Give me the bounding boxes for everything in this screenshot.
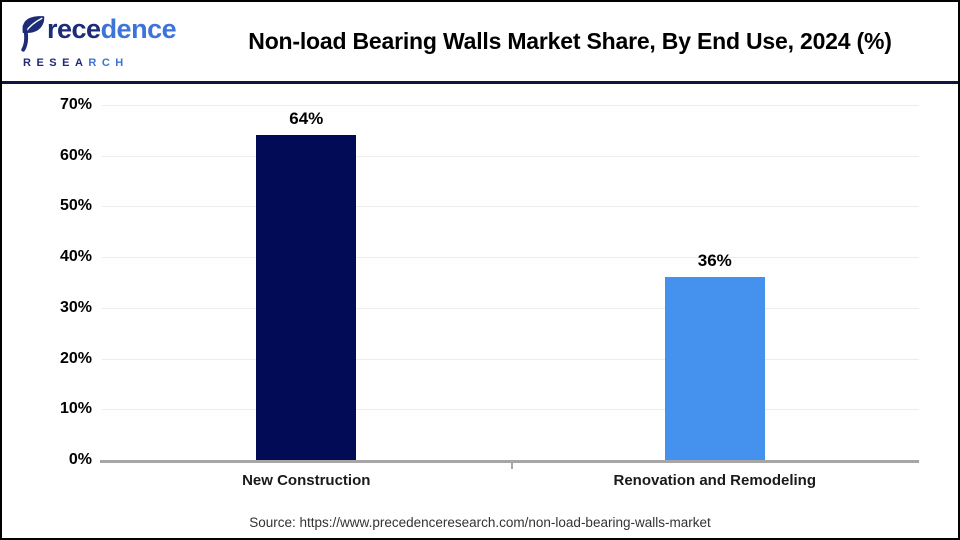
source-attribution: Source: https://www.precedenceresearch.c… bbox=[249, 515, 711, 530]
chart-title: Non-load Bearing Walls Market Share, By … bbox=[248, 28, 892, 54]
y-gridline bbox=[102, 206, 919, 208]
bar-value-label: 64% bbox=[289, 109, 324, 129]
y-axis-tick-label: 60% bbox=[59, 146, 92, 164]
y-axis-tick-label: 50% bbox=[59, 197, 92, 215]
leaf-p-icon bbox=[20, 14, 46, 56]
x-axis-category-label: Renovation and Remodeling bbox=[613, 472, 816, 489]
x-axis-category-label: New Construction bbox=[242, 472, 371, 489]
y-axis-tick-label: 10% bbox=[59, 400, 92, 418]
y-gridline bbox=[102, 409, 919, 411]
bar-chart: Source: https://www.precedenceresearch.c… bbox=[2, 87, 958, 538]
y-axis-tick-label: 0% bbox=[68, 451, 92, 468]
y-gridline bbox=[102, 257, 919, 259]
y-gridline bbox=[102, 155, 919, 157]
x-axis-line bbox=[100, 460, 919, 463]
y-axis-tick-label: 20% bbox=[59, 349, 92, 367]
bar bbox=[664, 277, 765, 460]
y-axis-tick-label: 30% bbox=[59, 298, 92, 316]
logo-brand-text: recedence bbox=[47, 14, 177, 44]
logo-wordmark: recedence bbox=[20, 14, 192, 56]
precedence-research-logo: recedence RESEARCH bbox=[2, 14, 192, 69]
header: recedence RESEARCH Non-load Bearing Wall… bbox=[2, 2, 958, 84]
bar bbox=[256, 135, 357, 460]
y-axis-tick-label: 70% bbox=[59, 96, 92, 113]
y-gridline bbox=[102, 105, 919, 106]
bar-value-label: 36% bbox=[697, 251, 732, 271]
x-axis-tick bbox=[510, 463, 513, 469]
y-axis-tick-label: 40% bbox=[59, 248, 92, 266]
y-gridline bbox=[102, 358, 919, 360]
logo-subbrand-text: RESEARCH bbox=[23, 57, 129, 69]
y-gridline bbox=[102, 307, 919, 309]
